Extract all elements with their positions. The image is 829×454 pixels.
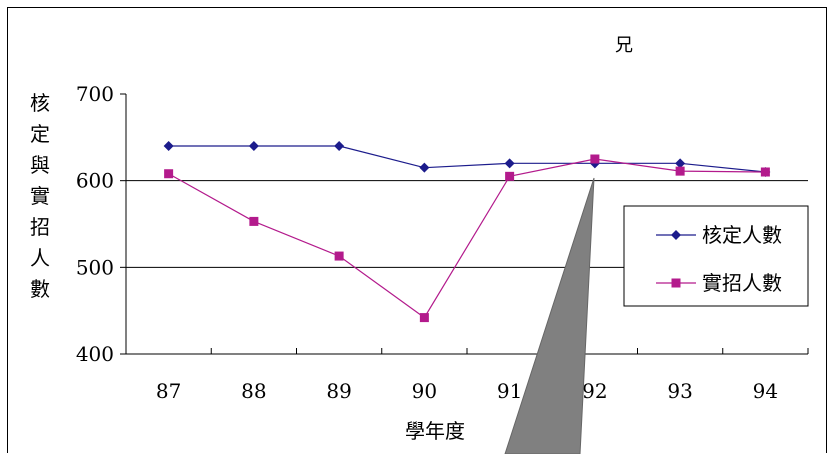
- legend-box: [623, 205, 809, 307]
- y-tick-label: 700: [76, 82, 114, 106]
- y-ticks: 700 600 500 400: [76, 82, 126, 366]
- y-axis-label-char: 定: [30, 122, 50, 146]
- legend-label: 核定人數: [702, 223, 782, 247]
- x-tick-label: 90: [412, 379, 437, 403]
- series-lines: [168, 145, 766, 319]
- data-point-square: [419, 313, 429, 323]
- data-point-diamond: [675, 158, 686, 169]
- series-line-0: [168, 145, 766, 173]
- y-axis-label-char: 實: [30, 184, 50, 208]
- x-tick-label: 89: [326, 379, 351, 403]
- y-axis-label-char: 人: [30, 246, 50, 270]
- series-line-1: [168, 158, 766, 319]
- data-point-diamond: [334, 141, 345, 151]
- callout-wedge: [504, 177, 595, 454]
- y-axis-label-char: 招: [30, 215, 50, 239]
- y-tick-label: 400: [76, 342, 114, 366]
- x-axis-label: 學年度: [405, 419, 465, 443]
- x-tick-label: 91: [497, 379, 522, 403]
- x-tick-label: 88: [241, 379, 266, 403]
- data-point-square: [675, 166, 685, 176]
- y-axis-label-char: 與: [30, 153, 50, 177]
- annotation-text: 兄: [615, 35, 633, 56]
- data-point-diamond: [163, 141, 174, 151]
- data-point-square: [164, 169, 174, 179]
- data-point-diamond: [419, 162, 430, 173]
- x-tick-label: 92: [582, 379, 607, 403]
- legend-marker-square: [671, 278, 681, 288]
- legend-label: 實招人數: [702, 271, 782, 295]
- data-point-square: [505, 171, 515, 181]
- data-point-diamond: [504, 158, 515, 169]
- y-tick-label: 500: [76, 255, 114, 279]
- data-point-square: [249, 216, 259, 226]
- x-tick-label: 93: [667, 379, 692, 403]
- y-tick-label: 600: [76, 169, 114, 193]
- x-tick-label: 87: [156, 379, 181, 403]
- series-markers: [163, 141, 771, 323]
- x-ticks: 87 88 89 90 91 92 93 94: [125, 348, 809, 403]
- data-point-square: [760, 167, 770, 177]
- y-axis-label-char: 數: [30, 277, 50, 301]
- legend-marker-diamond: [671, 230, 681, 240]
- y-axis-label-char: 核: [30, 91, 50, 115]
- data-point-square: [590, 154, 600, 164]
- data-point-diamond: [248, 141, 259, 151]
- data-point-square: [334, 251, 344, 261]
- x-tick-label: 94: [753, 379, 778, 403]
